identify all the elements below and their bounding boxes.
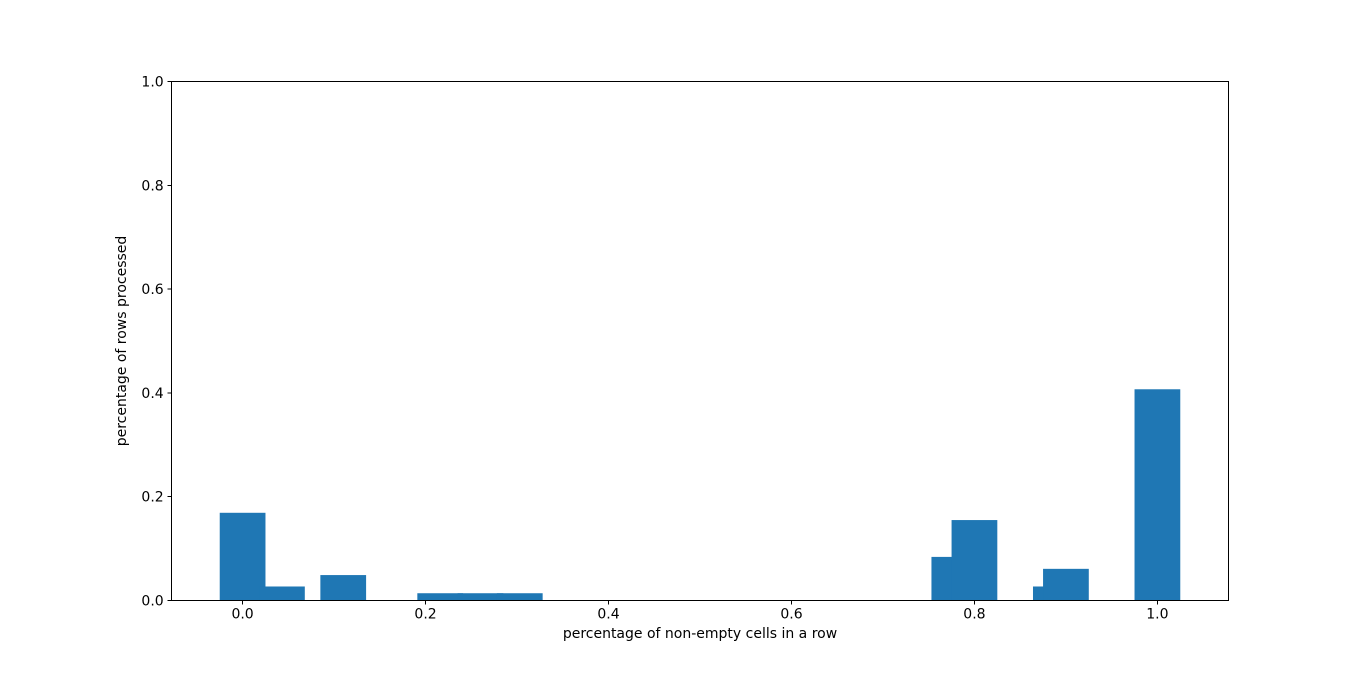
y-tick-label: 0.6: [141, 282, 163, 298]
bar: [951, 520, 998, 601]
y-tick-label: 0.2: [141, 490, 163, 506]
y-tick-label: 1.0: [141, 75, 163, 91]
bar: [417, 593, 464, 601]
axes-frame: [171, 81, 1229, 601]
x-tick-label: 0.6: [780, 607, 802, 623]
x-tick-label: 1.0: [1146, 607, 1168, 623]
y-axis-label: percentage of rows processed: [114, 235, 130, 447]
y-tick-label: 0.8: [141, 178, 163, 194]
y-tick-label: 0.0: [141, 594, 163, 610]
x-axis-label: percentage of non-empty cells in a row: [562, 626, 838, 642]
bar: [259, 586, 305, 601]
bar: [457, 593, 504, 601]
bar: [320, 575, 367, 601]
bar: [1134, 389, 1181, 601]
x-tick-label: 0.4: [597, 607, 619, 623]
x-tick-label: 0.0: [231, 607, 253, 623]
bar: [496, 593, 543, 601]
bar: [219, 512, 266, 601]
x-tick-label: 0.2: [414, 607, 436, 623]
bar: [1043, 568, 1089, 601]
x-tick-label: 0.8: [963, 607, 985, 623]
y-tick-label: 0.4: [141, 386, 163, 402]
